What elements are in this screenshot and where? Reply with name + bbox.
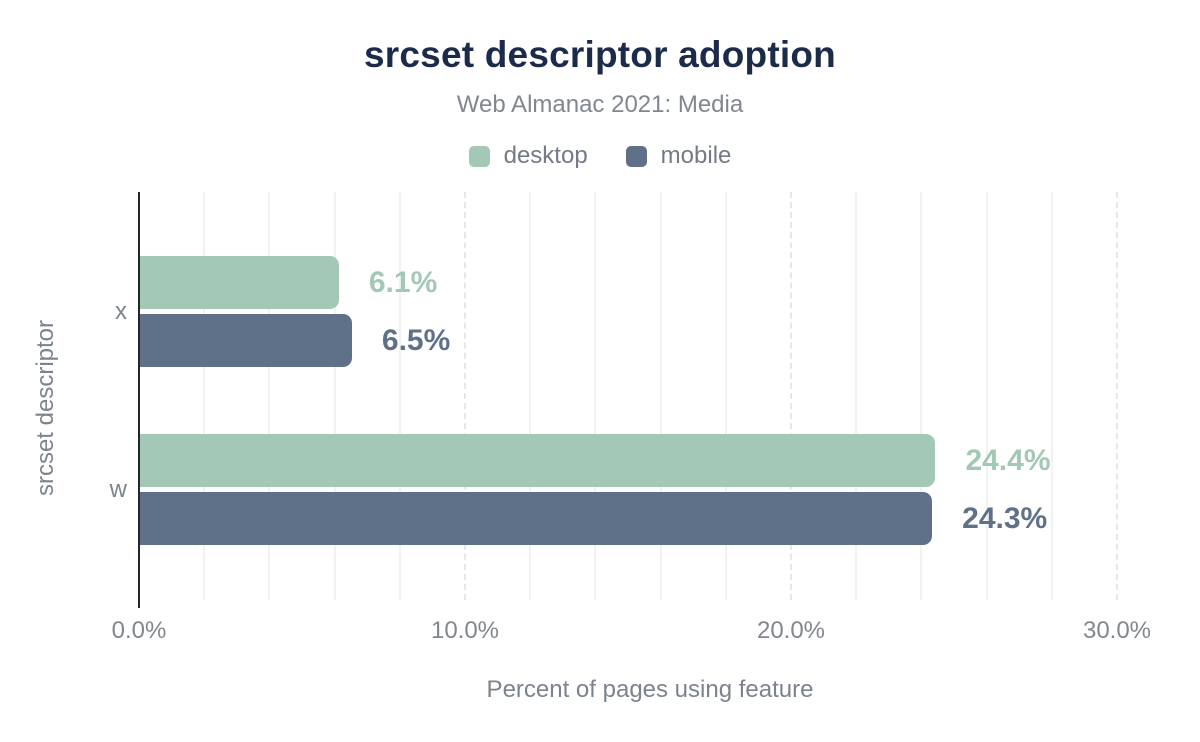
legend-label-mobile: mobile [660,142,732,169]
bar-x-mobile[interactable] [140,314,352,367]
minor-gridline [920,192,923,600]
x-tick-label-10.0%: 10.0% [430,617,500,644]
bar-value-label-x-desktop: 6.1% [368,265,438,299]
x-tick-label-20.0%: 20.0% [756,617,826,644]
minor-gridline [659,192,662,600]
bar-w-mobile[interactable] [140,492,933,545]
major-gridline [1116,192,1118,600]
minor-gridline [398,192,401,600]
legend-item-desktop[interactable]: desktop [468,142,588,170]
legend-label-desktop: desktop [503,142,588,169]
bar-value-label-w-mobile: 24.3% [962,501,1048,535]
chart-title: srcset descriptor adoption [364,34,836,75]
x-tick-label-30.0%: 30.0% [1082,617,1152,644]
legend-swatch-mobile [625,145,647,167]
legend-swatch-desktop [468,145,490,167]
category-label-w: w [109,475,127,503]
minor-gridline [333,192,336,600]
x-axis-title: Percent of pages using feature [486,676,814,703]
y-axis-line [138,192,140,608]
major-gridline [790,192,792,600]
bar-value-label-x-mobile: 6.5% [381,323,451,357]
minor-gridline [1050,192,1053,600]
category-label-x: x [115,297,127,325]
minor-gridline [985,192,988,600]
minor-gridline [724,192,727,600]
legend-item-mobile[interactable]: mobile [625,142,732,170]
minor-gridline [529,192,532,600]
major-gridline [464,192,466,600]
y-axis-title: srcset descriptor [32,319,59,497]
bar-x-desktop[interactable] [140,256,339,309]
minor-gridline [268,192,271,600]
minor-gridline [855,192,858,600]
x-tick-label-0.0%: 0.0% [111,617,167,644]
chart-legend: desktop mobile [0,142,1200,170]
chart-subtitle: Web Almanac 2021: Media [456,91,744,118]
bar-w-desktop[interactable] [140,434,936,487]
minor-gridline [594,192,597,600]
minor-gridline [203,192,206,600]
bar-value-label-w-desktop: 24.4% [965,443,1051,477]
